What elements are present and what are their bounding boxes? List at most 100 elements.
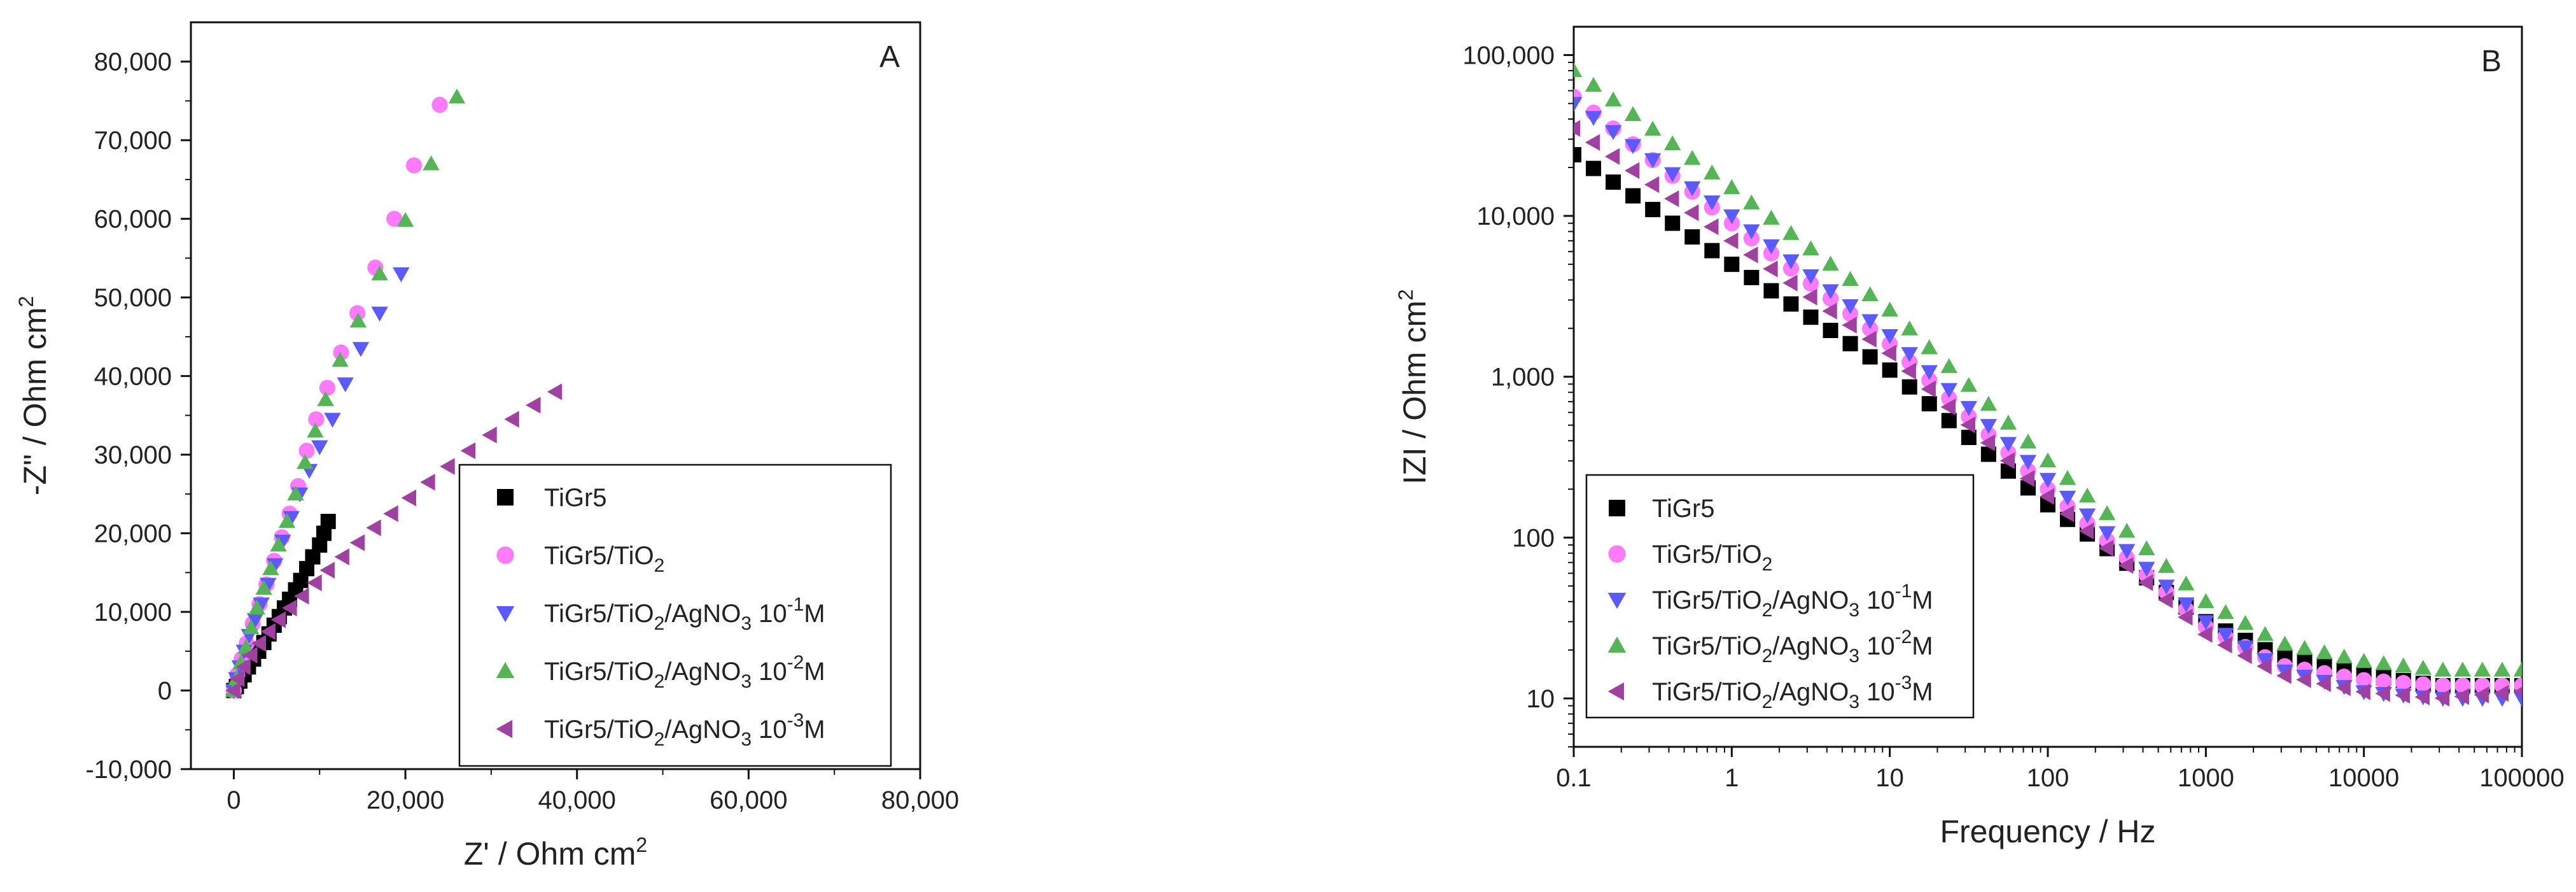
data-point <box>1980 434 1996 451</box>
data-point <box>1842 336 1858 351</box>
data-point <box>2118 556 2134 574</box>
legend-label: TiGr5 <box>1652 495 1715 523</box>
y-tick-label: 60,000 <box>94 206 172 234</box>
series-5 <box>1574 120 2522 707</box>
legend-label: TiGr5/TiO2/AgNO3 10-3M <box>1652 672 1933 712</box>
legend-marker <box>1608 545 1626 563</box>
legend-marker <box>1607 592 1627 609</box>
data-point <box>2316 675 2331 693</box>
data-point <box>2039 488 2055 506</box>
data-point <box>1574 120 1581 137</box>
data-point <box>1704 164 1721 180</box>
data-point <box>1881 301 1898 317</box>
data-point <box>2098 539 2114 557</box>
data-point <box>298 442 315 459</box>
data-point <box>2257 658 2272 675</box>
data-point <box>270 536 287 552</box>
y-tick-label: 40,000 <box>94 363 172 391</box>
data-point <box>1704 218 1719 236</box>
legend-box <box>458 464 892 767</box>
data-point <box>287 485 304 501</box>
data-point <box>2019 455 2037 470</box>
data-point <box>1940 358 1957 373</box>
data-point <box>2474 662 2491 677</box>
data-point <box>2237 641 2254 656</box>
data-point <box>1999 414 2017 430</box>
data-point <box>1763 260 1778 278</box>
data-point <box>2078 508 2096 524</box>
legend-marker <box>496 662 515 679</box>
data-point <box>366 519 381 537</box>
data-point <box>2356 672 2372 688</box>
data-point <box>2257 653 2274 669</box>
series-4 <box>1574 62 2522 677</box>
data-point <box>2178 609 2193 626</box>
x-tick-label: 100 <box>2027 764 2069 792</box>
data-point <box>2513 691 2522 707</box>
data-point <box>1940 383 1957 399</box>
data-point <box>251 635 267 652</box>
x-tick-label: 0.1 <box>1556 764 1592 792</box>
data-point <box>2059 505 2075 523</box>
data-point <box>1684 204 1699 222</box>
data-point <box>1743 224 1760 239</box>
data-point <box>482 427 497 444</box>
legend-label: TiGr5/TiO2/AgNO3 10-1M <box>1652 581 1933 621</box>
data-point <box>1842 299 1859 315</box>
legend-marker <box>1607 636 1627 653</box>
data-point <box>1861 330 1877 348</box>
data-point <box>2019 433 2037 449</box>
data-point <box>1901 362 1916 380</box>
x-axis-title: Frequency / Hz <box>1940 814 2155 849</box>
data-point <box>260 623 276 641</box>
data-point <box>1586 160 1602 176</box>
data-point <box>2434 662 2452 677</box>
data-point <box>270 611 286 628</box>
data-point <box>2098 526 2116 541</box>
data-point <box>1574 97 1583 112</box>
data-point <box>2434 690 2450 707</box>
data-point <box>1960 400 1978 416</box>
data-point <box>2059 470 2076 485</box>
data-point <box>2454 688 2470 705</box>
data-point <box>2375 655 2392 670</box>
data-point <box>1999 437 2017 452</box>
data-point <box>294 588 309 605</box>
data-point <box>2395 686 2410 704</box>
data-point <box>2039 452 2057 468</box>
data-point <box>248 599 266 615</box>
data-point <box>396 211 414 227</box>
data-point <box>1862 349 1878 365</box>
x-axis-title: Z' / Ohm cm2 <box>464 833 647 872</box>
data-point <box>2197 626 2213 643</box>
data-point <box>2474 686 2489 704</box>
data-point <box>1743 194 1760 209</box>
data-point <box>401 489 416 507</box>
data-point <box>1684 150 1701 165</box>
data-point <box>1644 120 1662 136</box>
x-tick-label: 80,000 <box>881 786 959 814</box>
data-point <box>1644 153 1662 169</box>
x-tick-label: 10000 <box>2328 764 2399 792</box>
data-point <box>2316 644 2333 660</box>
data-point <box>1901 320 1918 336</box>
data-point <box>1585 76 1602 92</box>
data-point <box>2039 472 2057 488</box>
data-point <box>2276 635 2293 651</box>
data-point <box>1921 396 1937 412</box>
data-point <box>317 391 334 406</box>
panel-label: A <box>879 40 900 74</box>
data-point <box>2059 490 2076 506</box>
data-point <box>2296 671 2311 688</box>
legend-marker <box>497 489 514 506</box>
data-point <box>352 342 370 357</box>
y-tick-label: 0 <box>158 677 172 705</box>
data-point <box>2257 626 2274 641</box>
data-point <box>1960 377 1978 392</box>
data-point <box>1842 316 1857 334</box>
data-point <box>2376 673 2392 690</box>
data-point <box>2158 579 2175 595</box>
data-point <box>526 397 541 414</box>
data-point <box>1980 395 1998 411</box>
y-tick-label: 30,000 <box>94 441 172 469</box>
